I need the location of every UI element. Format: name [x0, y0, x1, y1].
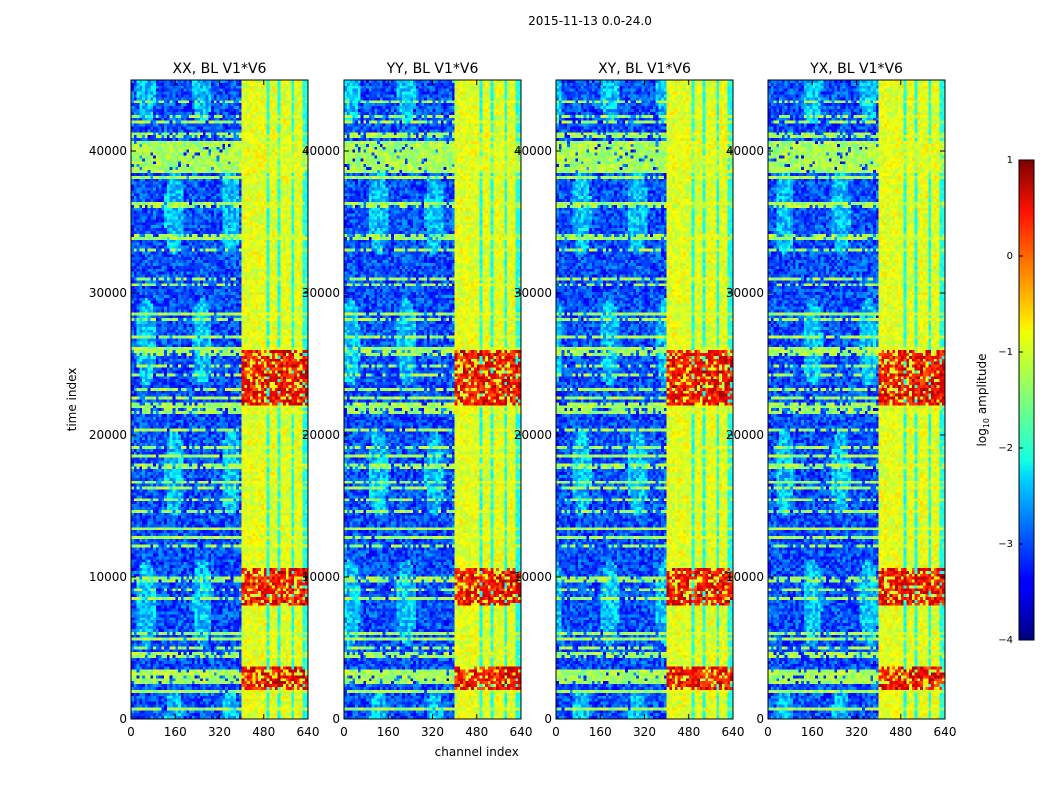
panel-title: YY, BL V1*V6 [386, 61, 479, 77]
colorbar [1019, 160, 1034, 640]
y-tick-label: 0 [332, 712, 340, 726]
y-tick-label: 30000 [726, 286, 764, 300]
heatmap-image [556, 80, 733, 719]
y-tick-label: 10000 [726, 570, 764, 584]
x-tick-label: 160 [164, 725, 187, 739]
y-tick-label: 10000 [514, 570, 552, 584]
y-tick-label: 0 [756, 712, 764, 726]
y-tick-label: 40000 [726, 144, 764, 158]
x-axis-label: channel index [435, 745, 519, 759]
x-tick-label: 160 [801, 725, 824, 739]
panel-title: YX, BL V1*V6 [809, 61, 903, 77]
panel-title: XY, BL V1*V6 [598, 61, 691, 77]
panel-yx: YX, BL V1*V6 0 160 320 480 640 0 10000 20000 3000… [726, 61, 957, 739]
y-tick-label: 10000 [302, 570, 340, 584]
x-tick-label: 640 [934, 725, 957, 739]
x-tick-label: 480 [677, 725, 700, 739]
panel-title: XX, BL V1*V6 [173, 61, 267, 77]
x-tick-label: 480 [889, 725, 912, 739]
y-axis-label: time index [65, 368, 79, 432]
y-tick-label: 20000 [514, 428, 552, 442]
y-tick-label: 30000 [514, 286, 552, 300]
x-tick-label: 320 [208, 725, 231, 739]
y-tick-label: 20000 [89, 428, 127, 442]
heatmap-image [131, 80, 308, 719]
x-tick-label: 480 [252, 725, 275, 739]
y-tick-label: 30000 [302, 286, 340, 300]
x-tick-label: 0 [127, 725, 135, 739]
panel-xy: XY, BL V1*V6 0 160 320 480 640 0 10000 20000 3000… [514, 61, 745, 739]
x-tick-label: 160 [377, 725, 400, 739]
x-tick-label: 640 [510, 725, 533, 739]
heatmap-image [344, 80, 521, 719]
y-tick-label: 10000 [89, 570, 127, 584]
y-tick-label: 40000 [89, 144, 127, 158]
x-tick-label: 320 [421, 725, 444, 739]
y-tick-label: 20000 [726, 428, 764, 442]
y-tick-label: 0 [119, 712, 127, 726]
panel-yy: YY, BL V1*V6 0 160 320 480 640 0 10000 20000 3000… [302, 61, 533, 739]
y-tick-label: 30000 [89, 286, 127, 300]
x-tick-label: 480 [465, 725, 488, 739]
colorbar-frame [1018, 159, 1035, 641]
x-tick-label: 640 [722, 725, 745, 739]
y-tick-label: 0 [544, 712, 552, 726]
colorbar-tick-label: −4 [998, 635, 1013, 646]
x-tick-label: 0 [552, 725, 560, 739]
x-tick-label: 320 [845, 725, 868, 739]
panel-xx: XX, BL V1*V6 0 160 320 480 640 0 10000 20000 3000… [89, 61, 320, 739]
colorbar-tick-label: 1 [1007, 155, 1013, 166]
x-tick-label: 0 [764, 725, 772, 739]
colorbar-tick-label: −1 [998, 347, 1013, 358]
y-tick-label: 40000 [302, 144, 340, 158]
x-tick-label: 640 [297, 725, 320, 739]
colorbar-tick-label: −2 [998, 443, 1013, 454]
x-tick-label: 160 [589, 725, 612, 739]
y-tick-label: 20000 [302, 428, 340, 442]
x-tick-label: 320 [633, 725, 656, 739]
figure-suptitle: 2015-11-13 0.0-24.0 [528, 14, 652, 28]
colorbar-tick-label: 0 [1007, 251, 1013, 262]
heatmap-image [768, 80, 945, 719]
y-tick-label: 40000 [514, 144, 552, 158]
x-tick-label: 0 [340, 725, 348, 739]
colorbar-label: log10 amplitude [975, 354, 991, 447]
colorbar-tick-label: −3 [998, 539, 1013, 550]
